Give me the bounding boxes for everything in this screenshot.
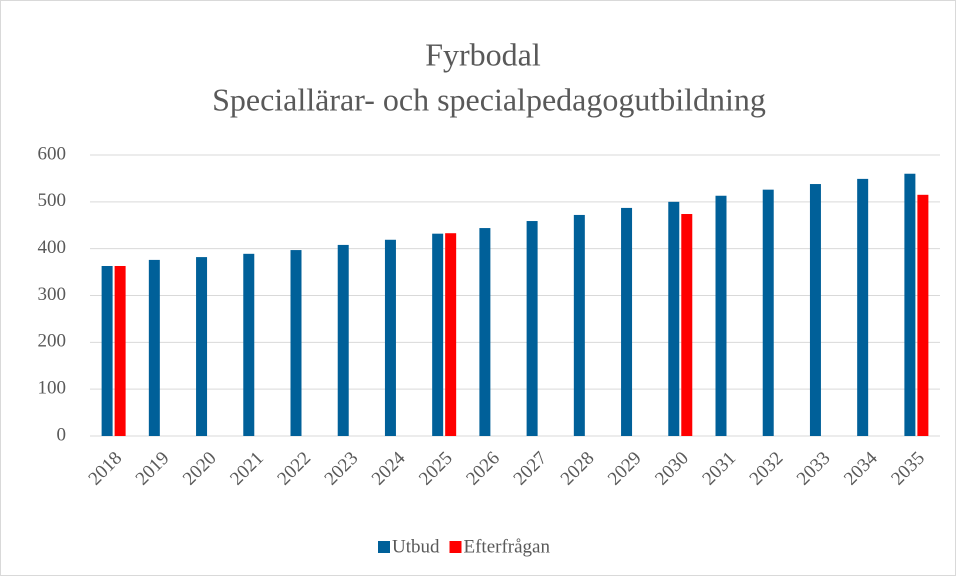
legend-swatch	[378, 541, 390, 553]
bar	[479, 228, 491, 436]
bar	[621, 207, 633, 436]
bar	[715, 195, 727, 436]
bar	[573, 214, 585, 436]
y-tick-label: 300	[38, 284, 67, 305]
bar	[114, 265, 126, 436]
bar	[148, 259, 160, 436]
bar	[196, 257, 208, 436]
chart-subtitle: Speciallärar- och specialpedagogutbildni…	[212, 81, 766, 117]
chart-title: Fyrbodal	[425, 36, 541, 72]
y-tick-label: 200	[38, 331, 67, 352]
bar	[337, 244, 349, 436]
legend-swatch	[449, 541, 462, 553]
bar	[857, 178, 869, 436]
legend-label: Utbud	[392, 536, 440, 557]
y-tick-label: 400	[38, 237, 67, 258]
y-tick-label: 500	[38, 190, 67, 211]
bar	[243, 253, 255, 436]
bar	[384, 239, 396, 436]
bar	[681, 214, 693, 436]
y-tick-label: 0	[57, 424, 67, 445]
bar	[432, 233, 444, 436]
y-tick-label: 600	[38, 143, 67, 164]
bar	[809, 184, 821, 436]
bar	[904, 173, 916, 436]
bar	[668, 201, 680, 436]
bar	[526, 221, 538, 436]
bar	[445, 233, 457, 436]
bar	[762, 189, 774, 436]
bar	[917, 194, 929, 436]
legend-label: Efterfrågan	[464, 536, 551, 557]
y-tick-label: 100	[38, 378, 67, 399]
bar	[101, 265, 113, 436]
bar	[290, 250, 302, 436]
